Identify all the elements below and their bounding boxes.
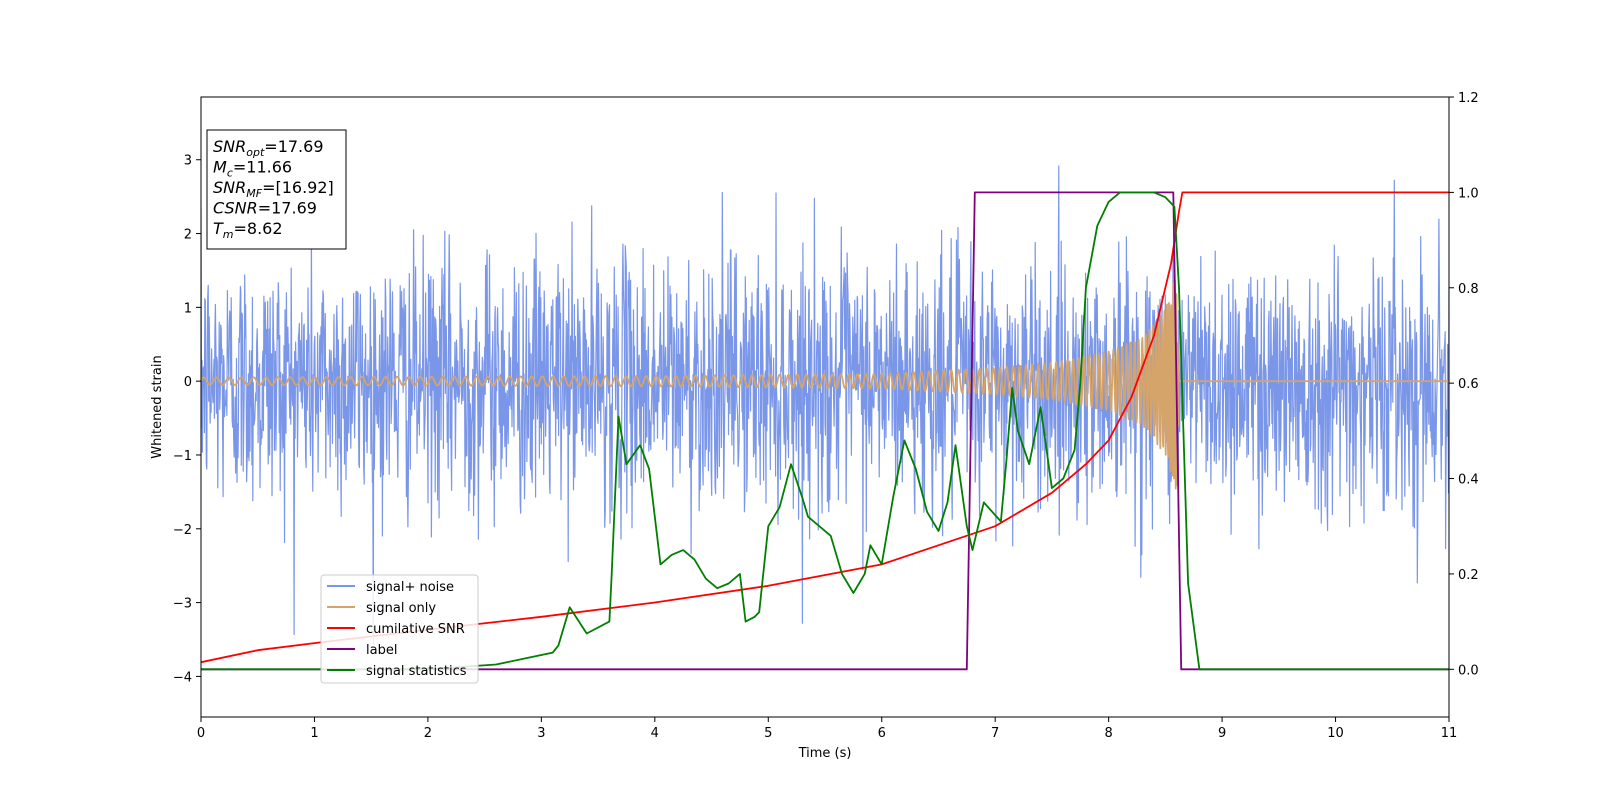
axes-layer: 0 1 2 3 4 5 6 7 8 9 10 11 −4 −3 −2 −1 0 1 2 3 0.0 0.2 0.4 0.6 0.…: [173, 91, 1479, 741]
y-left-tick-label: −1: [173, 449, 192, 464]
y-left-tick-label: 1: [184, 301, 192, 316]
annotation-line: SNRopt=17.69: [213, 137, 324, 159]
legend-label: signal statistics: [366, 664, 467, 679]
x-axis-label: Time (s): [798, 746, 852, 761]
legend: signal+ noise signal only cumilative SNR la…: [320, 574, 479, 684]
x-tick-label: 11: [1441, 726, 1458, 741]
x-tick-label: 6: [878, 726, 886, 741]
y-axis-label: Whitened strain: [150, 355, 165, 458]
x-tick-label: 0: [197, 726, 205, 741]
y-right-tick-label: 0.8: [1458, 282, 1479, 297]
annotation-line: Mc=11.66: [213, 158, 292, 180]
annotation-symbol: T: [213, 219, 224, 238]
y-left-tick-label: 3: [184, 154, 192, 169]
annotation-value: =17.69: [258, 199, 317, 218]
x-tick-label: 4: [651, 726, 659, 741]
legend-frame: [320, 574, 479, 684]
x-tick-label: 8: [1104, 726, 1112, 741]
annotation-subscript: m: [223, 228, 234, 241]
x-tick-label: 7: [991, 726, 999, 741]
annotation-symbol: SNR: [213, 137, 246, 156]
x-tick-label: 3: [537, 726, 545, 741]
annotation-symbol: SNR: [213, 178, 246, 197]
y-left-tick-label: −4: [173, 670, 192, 685]
annotation-value: =8.62: [234, 219, 283, 238]
y-right-tick-label: 1.2: [1458, 91, 1479, 106]
annotation-frame: [206, 129, 347, 250]
x-tick-label: 10: [1327, 726, 1344, 741]
annotation-line: Tm=8.62: [213, 219, 283, 241]
annotation-value: =[16.92]: [262, 178, 334, 197]
series-line-4: [201, 191, 1449, 671]
y-left-tick-label: 2: [184, 228, 192, 243]
series-layer: [201, 165, 1449, 671]
x-tick-label: 1: [310, 726, 318, 741]
legend-label: signal+ noise: [366, 580, 454, 595]
x-tick-label: 9: [1218, 726, 1226, 741]
legend-label: signal only: [366, 601, 436, 616]
annotation-subscript: MF: [246, 187, 262, 200]
series-line-0: [201, 165, 1449, 645]
legend-label: cumilative SNR: [366, 622, 465, 637]
y-left-tick-label: −3: [173, 597, 192, 612]
y-right-tick-label: 0.4: [1458, 473, 1479, 488]
y-right-tick-label: 0.6: [1458, 377, 1479, 392]
annotation-value: =17.69: [264, 137, 323, 156]
annotation-line: SNRMF=[16.92]: [213, 178, 334, 200]
annotation-box: SNRopt=17.69Mc=11.66SNRMF=[16.92]CSNR=17…: [206, 129, 347, 250]
legend-label: label: [366, 643, 397, 658]
annotation-subscript: opt: [246, 146, 265, 159]
series-line-1: [201, 279, 1449, 490]
y-right-tick-label: 0.2: [1458, 568, 1479, 583]
y-right-tick-label: 0.0: [1458, 663, 1479, 678]
annotation-value: =11.66: [233, 158, 292, 177]
x-tick-label: 5: [764, 726, 772, 741]
annotation-line: CSNR=17.69: [213, 199, 317, 218]
annotation-symbol: CSNR: [213, 199, 258, 218]
annotation-subscript: c: [227, 167, 233, 180]
x-tick-label: 2: [424, 726, 432, 741]
y-left-tick-label: −2: [173, 523, 192, 538]
axes-frame: [200, 96, 1450, 718]
annotation-symbol: M: [213, 158, 227, 177]
y-left-tick-label: 0: [184, 375, 192, 390]
y-right-tick-label: 1.0: [1458, 186, 1479, 201]
